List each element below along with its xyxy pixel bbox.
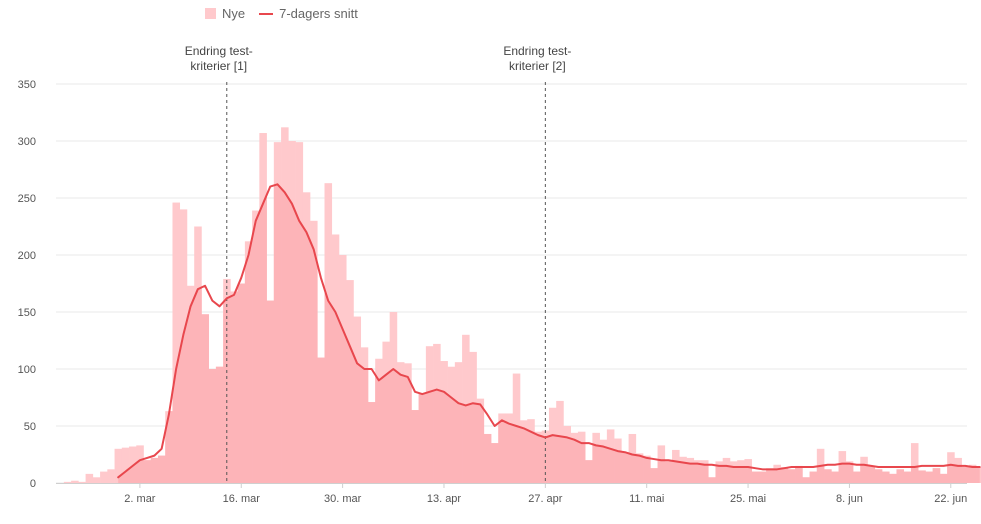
annotation-text: Endring test-: [185, 44, 253, 58]
legend-item-avg[interactable]: 7-dagers snitt: [259, 6, 358, 21]
bar: [107, 469, 115, 483]
x-tick-label: 16. mar: [223, 493, 261, 505]
bar: [121, 447, 130, 483]
bar: [100, 471, 108, 483]
y-tick-label: 50: [24, 421, 36, 433]
y-tick-label: 300: [18, 136, 36, 148]
y-tick-label: 150: [18, 307, 36, 319]
bar: [114, 448, 123, 483]
legend-item-nye[interactable]: Nye: [205, 6, 245, 21]
bar: [85, 473, 94, 483]
x-tick-label: 8. jun: [836, 493, 863, 505]
x-tick-label: 13. apr: [427, 493, 462, 505]
legend-line-swatch: [259, 12, 274, 15]
bar: [92, 477, 101, 483]
y-tick-label: 350: [18, 79, 36, 91]
x-tick-label: 25. mai: [730, 493, 766, 505]
legend-label-avg: 7-dagers snitt: [279, 6, 358, 21]
legend: Nye 7-dagers snitt: [205, 6, 358, 21]
bar: [78, 481, 86, 483]
average-line: [117, 183, 981, 479]
y-tick-label: 0: [30, 478, 36, 490]
x-tick-label: 30. mar: [324, 493, 362, 505]
annotation-text: Endring test-: [503, 44, 571, 58]
legend-label-nye: Nye: [222, 6, 246, 21]
x-tick-label: 22. jun: [934, 493, 967, 505]
y-tick-label: 250: [18, 193, 36, 205]
legend-bar-swatch: [205, 8, 216, 19]
bar: [910, 443, 919, 483]
bar: [63, 481, 72, 483]
x-tick-label: 11. mai: [629, 493, 664, 505]
x-tick-label: 2. mar: [124, 493, 156, 505]
bar: [172, 202, 181, 483]
x-tick-label: 27. apr: [528, 493, 563, 505]
annotation-text: kriterier [2]: [509, 59, 566, 73]
average-area: [118, 184, 980, 483]
y-tick-label: 100: [18, 364, 36, 376]
y-tick-label: 200: [18, 250, 36, 262]
bar: [71, 480, 79, 483]
annotation-text: kriterier [1]: [190, 59, 247, 73]
